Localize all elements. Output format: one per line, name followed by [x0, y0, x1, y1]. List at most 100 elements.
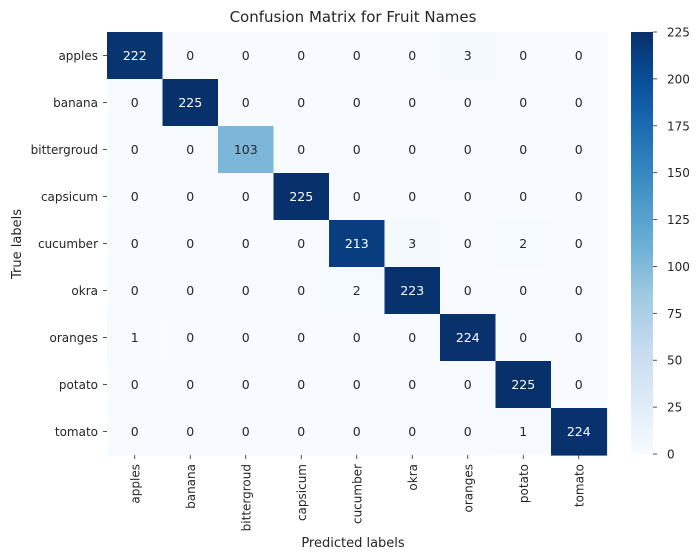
cell-value-label: 0 — [519, 142, 527, 157]
heatmap-cell-banana-apples — [107, 79, 164, 127]
colorbar-tick-label: 175 — [667, 119, 690, 133]
cell-value-label: 0 — [297, 283, 305, 298]
heatmap-cell-oranges-capsicum — [273, 314, 330, 362]
heatmap-cell-apples-bittergroud — [218, 32, 275, 80]
heatmap-cell-potato-okra — [384, 361, 441, 409]
y-tick-labels: apples banana bittergroud capsicum cucumber o… — [31, 49, 107, 439]
heatmap-cell-bittergroud-oranges — [440, 126, 497, 174]
heatmap-cell-bittergroud-okra — [384, 126, 441, 174]
heatmap-cell-apples-oranges — [440, 32, 497, 80]
heatmap-cell-cucumber-okra — [384, 220, 441, 268]
cell-value-label: 0 — [519, 48, 527, 63]
heatmap-cell-tomato-apples — [107, 408, 164, 456]
heatmap-cell-okra-apples — [107, 267, 164, 315]
cell-value-label: 0 — [131, 283, 139, 298]
y-tick-label-potato: potato — [59, 378, 98, 392]
cell-value-label: 0 — [131, 236, 139, 251]
heatmap-cell-okra-oranges — [440, 267, 497, 315]
cell-value-label: 0 — [297, 48, 305, 63]
cell-value-label: 0 — [353, 424, 361, 439]
heatmap-cell-apples-okra — [384, 32, 441, 80]
cell-value-label: 0 — [575, 142, 583, 157]
cell-value-label: 0 — [575, 236, 583, 251]
heatmap-cell-bittergroud-capsicum — [273, 126, 330, 174]
cell-value-label: 0 — [186, 189, 194, 204]
cell-value-label: 0 — [519, 95, 527, 110]
y-tick-label-okra: okra — [71, 284, 98, 298]
cell-value-label: 225 — [178, 95, 202, 110]
cell-value-label: 213 — [345, 236, 369, 251]
heatmap-cell-oranges-bittergroud — [218, 314, 275, 362]
heatmap-cell-apples-cucumber — [329, 32, 386, 80]
cell-value-label: 0 — [519, 283, 527, 298]
heatmap-cell-tomato-oranges — [440, 408, 497, 456]
y-tick-label-apples: apples — [58, 49, 98, 63]
heatmap-cell-okra-capsicum — [273, 267, 330, 315]
heatmap-cell-cucumber-tomato — [551, 220, 608, 268]
cell-value-label: 2 — [353, 283, 361, 298]
cell-value-label: 0 — [408, 48, 416, 63]
cell-value-label: 103 — [234, 142, 258, 157]
heatmap-cell-oranges-oranges — [440, 314, 497, 362]
heatmap-cell-bittergroud-banana — [162, 126, 219, 174]
heatmap-cell-capsicum-apples — [107, 173, 164, 221]
y-tick-label-capsicum: capsicum — [41, 190, 98, 204]
cell-value-label: 0 — [242, 95, 250, 110]
cell-value-label: 224 — [456, 330, 480, 345]
cell-value-label: 0 — [353, 189, 361, 204]
cell-value-label: 0 — [408, 142, 416, 157]
cell-value-label: 0 — [464, 236, 472, 251]
heatmap-cell-cucumber-potato — [495, 220, 552, 268]
y-tick-label-tomato: tomato — [55, 425, 98, 439]
heatmap-cell-okra-banana — [162, 267, 219, 315]
x-tick-label-cucumber: cucumber — [350, 464, 364, 524]
cell-value-label: 0 — [186, 424, 194, 439]
cell-value-label: 0 — [575, 189, 583, 204]
cell-value-label: 0 — [131, 424, 139, 439]
colorbar-tick-label: 200 — [667, 72, 690, 86]
chart-title: Confusion Matrix for Fruit Names — [230, 8, 477, 26]
heatmap-cell-bittergroud-bittergroud — [218, 126, 275, 174]
cell-value-label: 3 — [464, 48, 472, 63]
heatmap-cell-capsicum-okra — [384, 173, 441, 221]
heatmap-cell-capsicum-tomato — [551, 173, 608, 221]
heatmap-cell-apples-potato — [495, 32, 552, 80]
heatmap-cell-banana-tomato — [551, 79, 608, 127]
cell-value-label: 1 — [519, 424, 527, 439]
cell-value-label: 0 — [131, 189, 139, 204]
heatmap-cell-cucumber-apples — [107, 220, 164, 268]
x-tick-label-tomato: tomato — [572, 464, 586, 507]
heatmap-cell-potato-potato — [495, 361, 552, 409]
cell-value-label: 0 — [242, 236, 250, 251]
cell-value-label: 0 — [297, 236, 305, 251]
heatmap-cell-bittergroud-potato — [495, 126, 552, 174]
heatmap-cell-capsicum-potato — [495, 173, 552, 221]
cell-value-label: 0 — [131, 95, 139, 110]
colorbar-tick-label: 75 — [667, 307, 682, 321]
colorbar-tick-label: 50 — [667, 354, 682, 368]
heatmap-cell-cucumber-oranges — [440, 220, 497, 268]
cell-value-label: 224 — [567, 424, 591, 439]
y-axis-label: True labels — [10, 209, 25, 280]
x-tick-label-okra: okra — [406, 464, 420, 491]
cell-value-label: 0 — [242, 330, 250, 345]
cell-value-label: 0 — [575, 48, 583, 63]
cell-value-label: 0 — [408, 189, 416, 204]
heatmap-cell-tomato-capsicum — [273, 408, 330, 456]
heatmap-cell-cucumber-cucumber — [329, 220, 386, 268]
heatmap-cell-capsicum-capsicum — [273, 173, 330, 221]
heatmap-cell-apples-banana — [162, 32, 219, 80]
cell-value-label: 0 — [297, 142, 305, 157]
colorbar-tick-label: 100 — [667, 260, 690, 274]
cell-value-label: 0 — [408, 95, 416, 110]
x-tick-label-potato: potato — [517, 464, 531, 503]
heatmap-cell-capsicum-bittergroud — [218, 173, 275, 221]
heatmap-cell-potato-capsicum — [273, 361, 330, 409]
cell-value-label: 0 — [186, 48, 194, 63]
cell-value-label: 0 — [519, 330, 527, 345]
heatmap-cell-tomato-bittergroud — [218, 408, 275, 456]
cell-value-label: 0 — [353, 377, 361, 392]
cell-value-label: 225 — [511, 377, 535, 392]
heatmap-cell-capsicum-cucumber — [329, 173, 386, 221]
colorbar-tick-label: 0 — [667, 448, 675, 462]
